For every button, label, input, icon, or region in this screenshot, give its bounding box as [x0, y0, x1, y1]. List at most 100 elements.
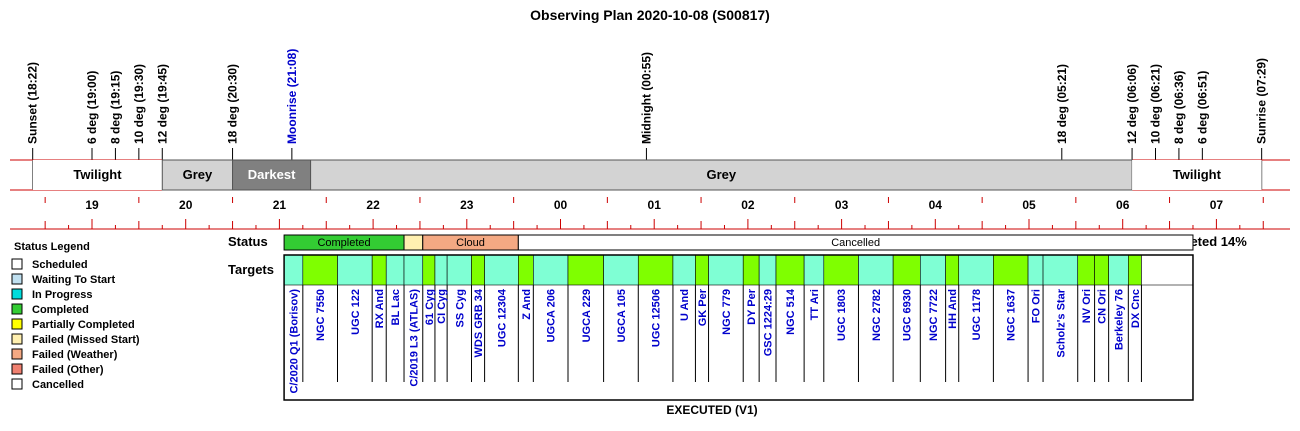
target-block [775, 254, 805, 286]
target-block [758, 254, 777, 286]
target-block [1042, 254, 1079, 286]
target-block [567, 254, 604, 286]
legend-title: Status Legend [14, 241, 90, 253]
event-label: 8 deg (06:36) [1172, 71, 1186, 144]
target-label: CI Cyg [436, 289, 448, 324]
hour-axis: 19 20 21 22 23 00 01 02 03 04 05 06 07 [10, 197, 1290, 230]
target-label: GK Per [697, 288, 709, 326]
target-label: Berkeley 76 [1113, 289, 1125, 350]
event-label: 10 deg (19:30) [132, 64, 146, 144]
hour-tick-label: 22 [366, 198, 380, 212]
target-block [1094, 254, 1109, 286]
target-label: BL Lac [390, 289, 402, 325]
status-row: Completed Cloud Cancelled [283, 234, 1194, 251]
target-block [708, 254, 744, 286]
legend-item-label: Partially Completed [32, 319, 135, 331]
target-label: FO Ori [1031, 289, 1043, 323]
status-segment [517, 234, 1194, 251]
target-block [1108, 254, 1129, 286]
legend-item-label: Waiting To Start [32, 274, 115, 286]
sky-band-label: Twilight [73, 167, 122, 182]
target-block [422, 254, 436, 286]
status-segment-label: Completed [317, 237, 370, 249]
target-block [1077, 254, 1095, 286]
legend-item-label: Cancelled [32, 379, 84, 391]
event-label: 8 deg (19:15) [108, 71, 122, 144]
target-label: C/2019 L3 (ATLAS) [408, 289, 420, 387]
sky-band-label: Grey [183, 167, 213, 182]
hour-tick-label: 07 [1210, 198, 1224, 212]
hour-tick-label: 23 [460, 198, 474, 212]
targets-row: C/2020 Q1 (Borisov) NGC 7550 UGC 122 RX And… [283, 254, 1194, 401]
event-label: 6 deg (06:51) [1195, 71, 1209, 144]
target-label: NGC 7550 [315, 289, 327, 341]
event-label: Sunset (18:22) [26, 62, 40, 144]
targets-frame [283, 254, 1194, 401]
status-segment [403, 234, 424, 251]
target-label: WDS GRB 34 [473, 288, 485, 357]
target-block [484, 254, 519, 286]
event-label: Midnight (00:55) [639, 52, 653, 144]
event-label: 18 deg (20:30) [226, 64, 240, 144]
target-block [823, 254, 859, 286]
target-block [446, 254, 472, 286]
sky-band [310, 159, 1133, 191]
target-block [858, 254, 894, 286]
target-label: Scholz's Star [1055, 288, 1067, 357]
target-label: RX And [374, 289, 386, 328]
target-label: HH And [947, 289, 959, 329]
target-label: Z And [521, 289, 533, 320]
sky-band [32, 160, 163, 190]
legend-swatch [11, 288, 23, 300]
legend-swatch [11, 258, 23, 270]
target-label: TT Ari [809, 289, 821, 320]
hour-tick-label: 01 [648, 198, 662, 212]
target-block [302, 254, 338, 286]
target-label: NGC 514 [785, 288, 797, 335]
hour-tick-label: 02 [741, 198, 755, 212]
legend-item-label: In Progress [32, 289, 93, 301]
legend-item-label: Failed (Missed Start) [32, 334, 140, 346]
status-segment-label: Cancelled [831, 237, 880, 249]
legend-swatch [11, 348, 23, 360]
target-label: NGC 779 [721, 289, 733, 335]
hour-tick-label: 03 [835, 198, 849, 212]
target-block [371, 254, 387, 286]
target-block [385, 254, 405, 286]
status-row-label: Status [228, 234, 268, 249]
target-label: NGC 2782 [871, 289, 883, 341]
footer-label: EXECUTED (V1) [666, 403, 757, 417]
target-block [695, 254, 709, 286]
sky-band [1132, 160, 1262, 190]
target-label: UGCA 206 [546, 289, 558, 342]
target-label: NGC 1637 [1006, 289, 1018, 341]
event-label: Sunrise (07:29) [1255, 58, 1269, 144]
target-label: NGC 7722 [928, 289, 940, 341]
event-label: 18 deg (05:21) [1055, 64, 1069, 144]
sky-band-label: Twilight [1173, 167, 1222, 182]
status-legend: Status Legend Scheduled Waiting To Start I… [11, 241, 140, 391]
target-label: UGC 122 [350, 289, 362, 335]
hour-tick-label: 20 [179, 198, 193, 212]
status-segment-label: Cloud [456, 237, 485, 249]
target-block [672, 254, 696, 286]
event-label: 12 deg (06:06) [1125, 64, 1139, 144]
sky-band [161, 159, 234, 191]
target-label: UGC 12506 [651, 289, 663, 347]
target-block [892, 254, 921, 286]
target-label: UGC 1803 [836, 289, 848, 341]
hour-tick-label: 04 [929, 198, 943, 212]
target-label: UGC 1178 [971, 289, 983, 340]
hour-tick-label: 05 [1022, 198, 1036, 212]
target-block [958, 254, 994, 286]
event-label: 12 deg (19:45) [155, 64, 169, 144]
target-label: GSC 1224:29 [763, 289, 775, 356]
event-label: 6 deg (19:00) [85, 71, 99, 144]
legend-item-label: Failed (Weather) [32, 349, 118, 361]
legend-swatch [11, 303, 23, 315]
target-label: UGC 12304 [496, 288, 508, 347]
hour-tick-label: 00 [554, 198, 568, 212]
target-label: UGCA 105 [616, 289, 628, 342]
hour-tick-label: 06 [1116, 198, 1130, 212]
